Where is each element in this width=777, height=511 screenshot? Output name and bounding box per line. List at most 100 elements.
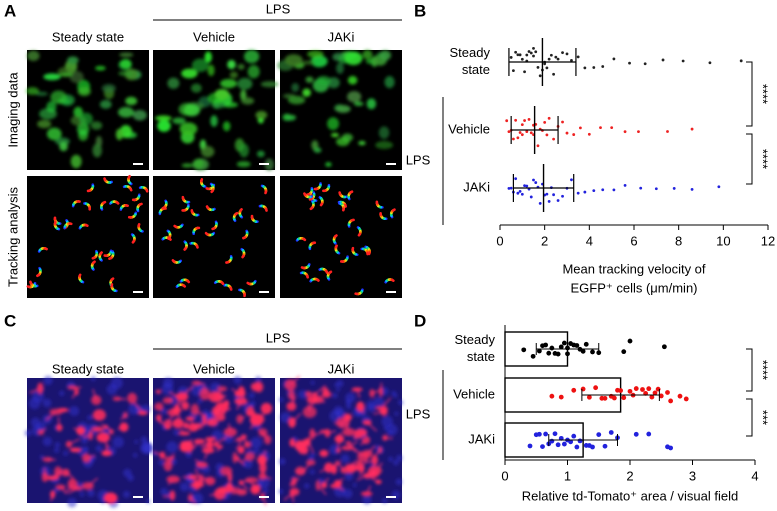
cell (241, 97, 255, 105)
nucleus (388, 456, 394, 462)
process (380, 382, 383, 392)
process (307, 441, 314, 453)
nucleus (87, 414, 93, 421)
process (249, 419, 258, 430)
nucleus (303, 483, 310, 489)
dot (561, 120, 564, 124)
nucleus (152, 450, 158, 456)
dot (583, 190, 587, 194)
process (356, 475, 368, 481)
nucleus (250, 437, 262, 449)
nucleus (83, 446, 89, 452)
group-label: LPS (266, 330, 291, 345)
nucleus (179, 482, 189, 492)
cell (362, 420, 372, 426)
x-tick-label: 8 (675, 233, 682, 248)
cell (90, 121, 103, 130)
process (234, 438, 240, 442)
cells (25, 50, 147, 169)
process (193, 422, 205, 428)
dot (610, 126, 614, 130)
nucleus (87, 489, 95, 497)
dot (571, 433, 577, 439)
dot (592, 189, 596, 192)
panel-label: A (4, 1, 16, 20)
cell (237, 63, 245, 70)
track (210, 189, 214, 194)
cell (307, 50, 324, 58)
track (43, 247, 48, 251)
cell (191, 58, 209, 72)
dot (543, 431, 549, 437)
cell (358, 140, 366, 146)
dot (643, 62, 647, 66)
process (291, 442, 302, 450)
track (36, 273, 40, 278)
process (359, 406, 365, 414)
cell (249, 413, 264, 426)
nucleus (112, 436, 124, 448)
cell (167, 77, 180, 89)
category-label: Vehicle (453, 386, 495, 401)
dot (527, 117, 531, 121)
nucleus (362, 495, 372, 505)
process (108, 494, 112, 499)
cell (375, 141, 394, 150)
micrograph (278, 375, 404, 505)
dot (534, 50, 538, 54)
dot (552, 193, 555, 197)
process (218, 395, 227, 398)
dot (507, 186, 511, 190)
cell (310, 55, 328, 68)
cell (239, 143, 249, 158)
process (97, 428, 100, 432)
dot (543, 62, 547, 66)
dot (580, 348, 586, 354)
cell (291, 82, 300, 93)
track (99, 251, 103, 255)
cell (227, 59, 236, 70)
dot (552, 137, 555, 141)
process (289, 479, 295, 487)
dot (516, 53, 520, 57)
cell (234, 397, 248, 405)
nucleus (394, 411, 399, 416)
process (301, 462, 312, 474)
category-label: Steady state (455, 332, 496, 364)
sig-label: **** (756, 149, 771, 169)
cell (305, 76, 314, 83)
nucleus (381, 415, 393, 428)
nucleus (160, 488, 168, 496)
nucleus (335, 387, 341, 392)
cell (288, 95, 306, 105)
dot (565, 345, 570, 351)
nucleus (396, 454, 403, 462)
dot (518, 131, 522, 134)
track (390, 278, 395, 282)
cell (132, 109, 147, 121)
panel-label: D (414, 311, 426, 330)
dot (665, 390, 670, 395)
category-label: Vehicle (448, 121, 490, 136)
process (338, 432, 342, 440)
dot (708, 61, 712, 65)
track (182, 284, 187, 288)
group-label: LPS (406, 152, 431, 167)
cell (353, 101, 364, 107)
process (347, 440, 359, 449)
nucleus (158, 459, 165, 466)
process (117, 426, 125, 430)
nucleus (352, 482, 357, 488)
dot (527, 50, 531, 53)
process (317, 398, 326, 403)
process (313, 430, 325, 437)
x-tick-label: 2 (626, 468, 633, 483)
cell (92, 143, 102, 158)
dot (538, 74, 542, 78)
nucleus (79, 491, 85, 497)
tracking-image (280, 176, 402, 298)
process (190, 441, 200, 452)
nucleus (43, 375, 53, 386)
cell (215, 413, 226, 422)
dot (538, 202, 542, 205)
